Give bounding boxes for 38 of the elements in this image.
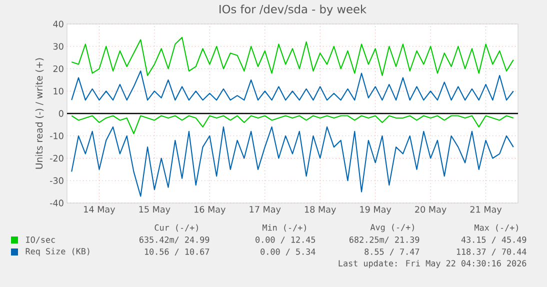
text: Min (-/+) (262, 224, 306, 232)
text: 43.15 / 45.49 (461, 236, 526, 244)
y-tick-label: 10 (54, 88, 64, 94)
legend-label: IO/sec (26, 236, 55, 244)
legend-label: Req Size (KB) (26, 248, 90, 256)
text: 0.00 / 5.34 (260, 248, 316, 256)
y-tick-label: -40 (50, 200, 64, 206)
line-series (71, 36, 514, 76)
x-tick-label: 18 May (304, 206, 336, 214)
text: 682.25m/ 21.39 (349, 236, 420, 244)
y-tick-label: -30 (50, 177, 64, 184)
text: 635.42m/ 24.99 (139, 236, 210, 244)
y-tick-label: 20 (53, 65, 64, 72)
y-tick-label: 0 (58, 110, 64, 117)
line-series (71, 126, 514, 197)
text: Last update: Fri May 22 04:30:16 2026 (338, 260, 526, 268)
chart-title: IOs for /dev/sda - by week (220, 4, 367, 16)
y-tick-label: -20 (50, 154, 64, 162)
text: Avg (-/+) (370, 224, 414, 232)
text: 8.55 / 7.47 (364, 248, 420, 256)
y-axis-title: Units read (-) / write (+) (35, 58, 44, 169)
line-series (71, 70, 514, 101)
y-tick-label: 40 (53, 20, 64, 28)
text: 118.37 / 70.44 (456, 248, 526, 256)
x-tick-label: 19 May (360, 206, 392, 214)
x-tick-label: 20 May (415, 206, 446, 214)
x-tick-label: 21 May (470, 206, 502, 214)
y-tick-label: -10 (50, 132, 64, 140)
y-tick-label: 30 (53, 43, 64, 50)
x-tick-label: 17 May (250, 206, 281, 214)
x-tick-label: 15 May (139, 206, 170, 214)
text: Max (-/+) (474, 224, 518, 232)
x-tick-label: 16 May (194, 206, 226, 214)
text: 0.00 / 12.45 (256, 236, 316, 244)
text: 10.56 / 10.67 (144, 248, 210, 256)
line-series (71, 115, 514, 134)
x-tick-label: 14 May (84, 206, 116, 214)
text: Cur (-/+) (154, 224, 198, 232)
